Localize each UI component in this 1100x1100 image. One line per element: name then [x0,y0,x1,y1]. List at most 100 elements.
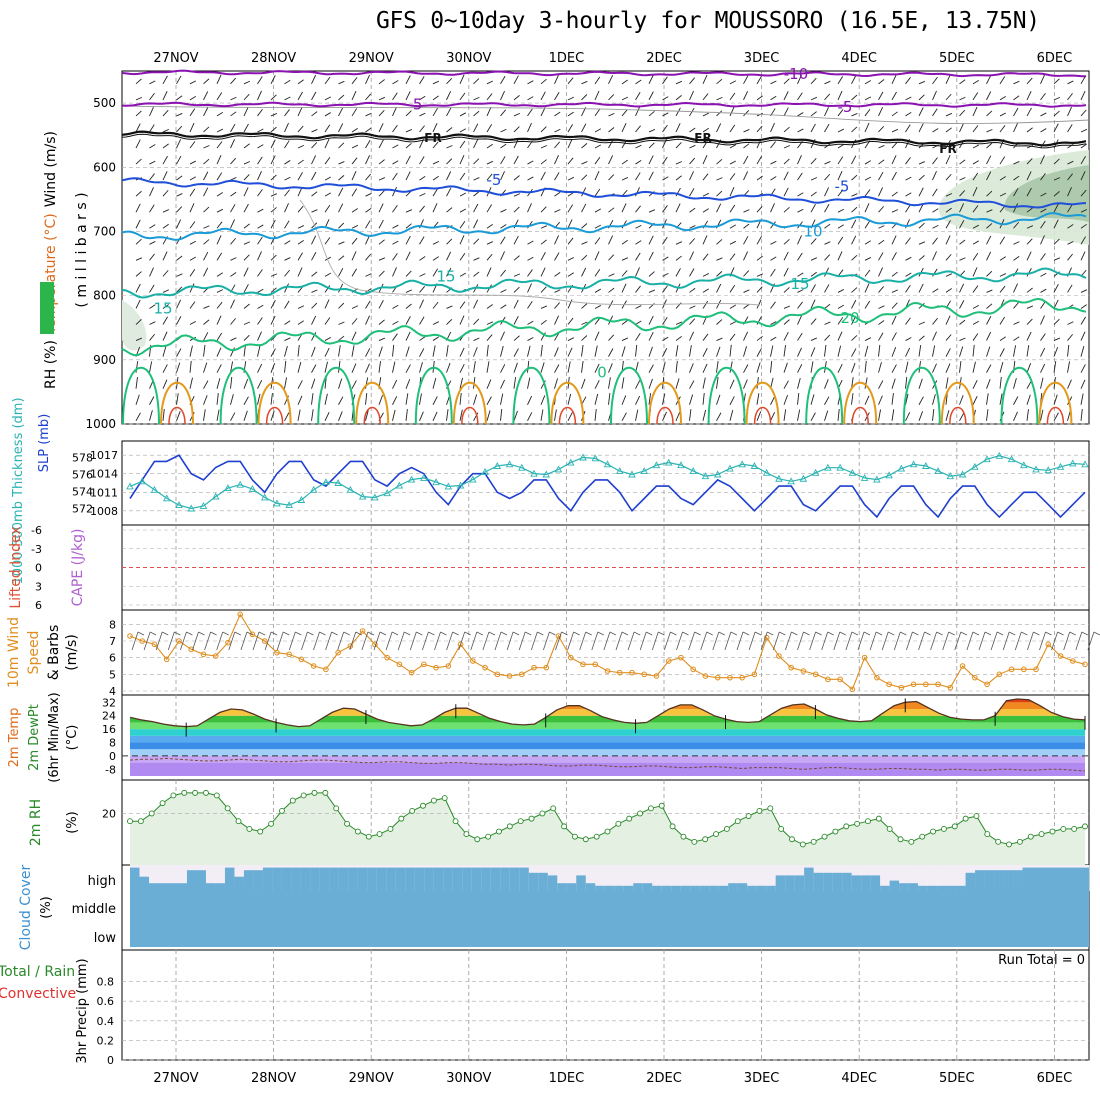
wind-barb [797,235,802,245]
thickness-point [395,481,404,489]
wind-speed-point [188,646,195,653]
wind-barb [513,235,519,245]
wind-barb [891,409,895,421]
wind-barb [689,77,696,85]
precip-y-tick: 0.8 [97,976,115,989]
wind-barb [1067,106,1072,117]
wind-barb [240,631,248,651]
wind-barb [1080,143,1087,149]
wind-barb [500,331,505,341]
rh-point [1016,838,1023,845]
wind-barb [959,109,966,117]
thickness-point [799,474,808,482]
thickness-point [1032,465,1040,473]
ua-y-unit: ( m i l l i b a r s ) [74,192,90,307]
wind-barb [513,362,518,373]
wind-barb [162,143,169,149]
wind-speed-point [470,658,476,664]
wind-barb [567,257,575,261]
wind-barb [135,78,142,85]
wind-barb [216,301,223,309]
wind-barb [189,221,196,229]
wind-barb [689,251,695,261]
wind-barb [392,253,398,261]
wind-barb [676,631,683,651]
wind-barb [216,631,224,651]
wind-barb [662,96,669,101]
wind-barb [243,379,249,389]
wind-barb [1026,345,1030,357]
wind-barb [594,90,600,101]
wind-barb [203,362,208,373]
ua-y-tick: 600 [93,160,116,174]
wind-barb [338,321,345,325]
wind-barb [397,631,405,651]
wind-barb [392,361,396,373]
wind-barb [986,251,992,261]
thickness-point [713,470,722,478]
contour-label: FR [694,131,711,145]
wind-barb [702,93,709,101]
wind-barb [351,171,357,181]
wind-barb [162,209,170,213]
wind-barb [428,631,435,636]
wind-barb [1013,203,1018,213]
wind-barb [932,317,938,325]
wind-barb [986,393,989,405]
cloud-high-bar [300,867,311,891]
wind-barb [189,240,197,245]
wind-barb [473,257,480,261]
cloud-high-bar [519,867,530,891]
wind-barb [405,155,411,165]
wind-barb [378,394,384,405]
wind-barb [554,172,560,181]
cloud-high-bar [310,867,321,891]
wind-barb [473,110,480,117]
wind-barb [1080,393,1084,405]
wind-barb [959,337,966,341]
cape-y-label: CAPE (J/kg) [70,529,86,607]
cloud-high-bar [661,885,672,891]
wind-barb [405,270,412,277]
wind-barb [918,360,921,373]
wind-barb [918,94,925,101]
x-tick-label-bottom: 28NOV [251,1071,296,1086]
wind-barb [621,109,628,117]
cloud-high-gap [680,865,691,891]
wind-barb [392,144,399,149]
wind-barb [918,335,925,341]
wind-barb [1053,191,1060,197]
wind-barb [675,80,683,85]
wind-barb [378,190,385,197]
wind-barb [500,269,506,277]
surface-contour [940,381,975,425]
wind-barb [135,394,140,405]
wind-barb [986,379,991,389]
wind-barb [797,409,801,421]
wind-barb [567,299,573,309]
wind-speed-point [580,661,586,668]
wind-barb [189,268,196,277]
wind-barb [513,410,518,421]
wind-barb [527,220,533,229]
wind-barb [554,289,561,293]
wind-barb [932,128,939,133]
wind-barb [810,158,817,165]
wind-barb [635,205,641,213]
cloud-high-bar [709,885,719,891]
wind-barb [189,256,196,261]
rh-point [333,805,340,812]
wind-barb [770,160,777,165]
cloud-high-gap [766,865,776,891]
wind-barb [810,394,815,405]
wind-barb [770,203,775,213]
wind-barb [149,321,156,325]
cloud-high-bar [604,885,615,891]
wind-barb [392,172,398,181]
wind-barb [797,128,804,133]
wind-barb [1080,345,1085,357]
wind-barb [1053,78,1060,85]
wind-barb [621,631,629,636]
wind-barb [338,175,345,181]
wind-barb [603,631,611,651]
